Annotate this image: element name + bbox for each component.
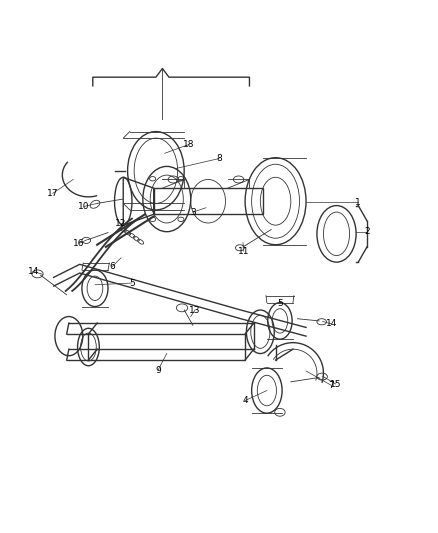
Text: 18: 18 [183,140,194,149]
Text: 10: 10 [78,202,90,211]
Text: 5: 5 [277,299,283,308]
Text: 16: 16 [73,239,85,248]
Text: 13: 13 [189,305,201,314]
Text: 14: 14 [28,267,40,276]
Text: 5: 5 [129,279,135,287]
Text: 9: 9 [155,366,161,375]
Text: 11: 11 [238,247,250,256]
Text: 4: 4 [242,396,248,405]
Text: 7: 7 [328,381,334,390]
Text: 2: 2 [364,227,370,236]
Text: 14: 14 [325,319,337,328]
Text: 15: 15 [330,379,341,389]
Text: 8: 8 [216,154,222,163]
Text: 17: 17 [47,189,59,198]
Text: 6: 6 [110,262,115,271]
Text: 12: 12 [115,220,127,228]
Text: 3: 3 [190,207,196,216]
Text: 1: 1 [355,198,361,207]
